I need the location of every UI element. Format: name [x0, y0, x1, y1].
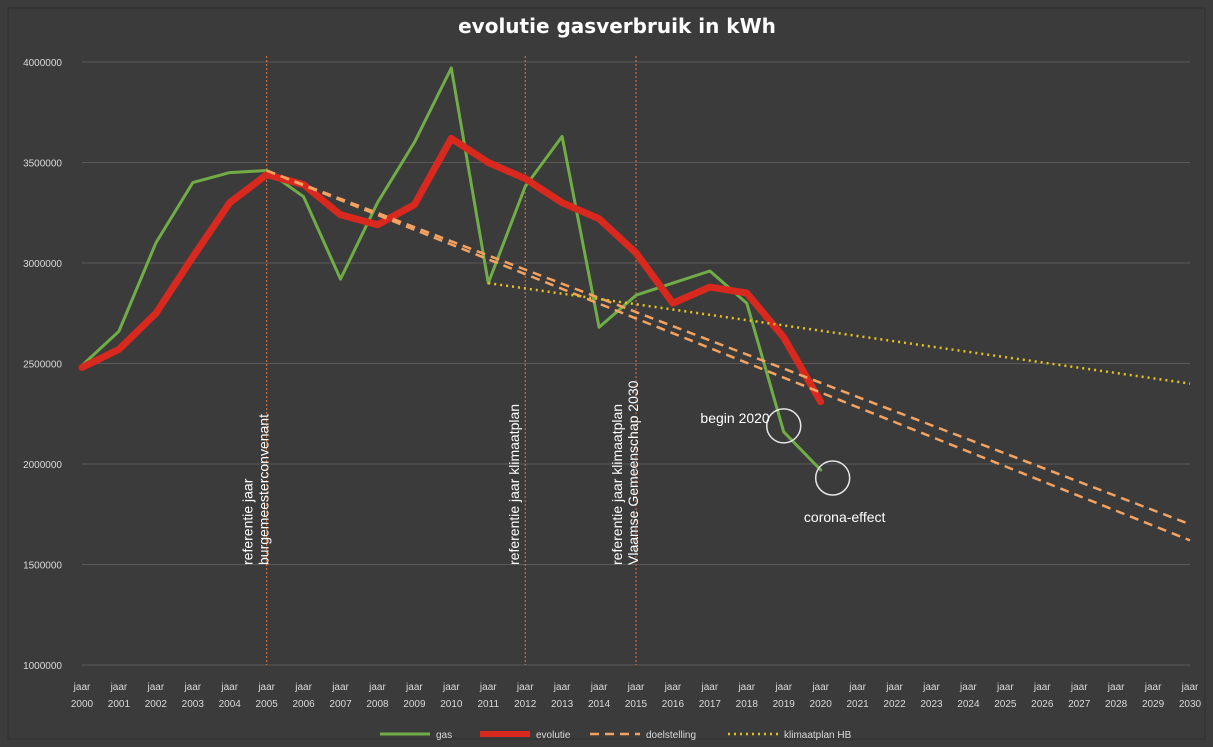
x-tick-label: jaar 2016	[662, 682, 685, 710]
reference-line-label: referentie jaarburgemeesterconvenant	[240, 414, 272, 565]
x-tick-label: jaar 2001	[108, 682, 131, 710]
x-tick-label: jaar 2027	[1068, 682, 1091, 710]
x-tick-label: jaar 2012	[514, 682, 537, 710]
chart-title: evolutie gasverbruik in kWh	[458, 14, 776, 38]
chart-frame	[7, 7, 1206, 740]
legend: gas evolutie doelstelling klimaatplan HB	[380, 730, 852, 741]
annotation-circle	[765, 408, 802, 444]
x-tick-label: jaar 2006	[292, 682, 315, 710]
annotation-circle	[814, 460, 851, 496]
y-tick-label: 3000000	[23, 259, 62, 270]
series-line-evolutie	[78, 134, 825, 406]
x-tick-label: jaar 2013	[551, 682, 574, 710]
y-tick-label: 2500000	[23, 360, 62, 371]
x-tick-label: jaar 2011	[478, 682, 500, 710]
x-tick-label: jaar 2019	[773, 682, 796, 710]
x-tick-label: jaar 2007	[329, 682, 352, 710]
x-tick-label: jaar 2015	[625, 682, 648, 710]
x-tick-label: jaar 2028	[1105, 682, 1128, 710]
x-tick-label: jaar 2000	[71, 682, 94, 710]
x-tick-label: jaar 2009	[403, 682, 426, 710]
x-tick-label: jaar 2024	[957, 682, 980, 710]
legend-label: evolutie	[536, 730, 571, 741]
series-line-klimaatplan-HB	[488, 281, 1191, 385]
x-tick-label: jaar 2004	[219, 682, 242, 710]
y-tick-label: 2000000	[23, 460, 62, 471]
x-tick-label: jaar 2022	[883, 682, 906, 710]
x-tick-label: jaar 2020	[810, 682, 833, 710]
x-tick-label: jaar 2010	[440, 682, 463, 710]
x-tick-label: jaar 2003	[182, 682, 205, 710]
x-tick-label: jaar 2017	[699, 682, 722, 710]
legend-label: gas	[436, 730, 452, 741]
x-tick-label: jaar 2014	[588, 682, 611, 710]
x-axis-ticks: jaar 2000 jaar 2001 jaar 2002 jaar 2003 jaar 2004…	[71, 682, 1202, 710]
series-group	[78, 66, 1191, 542]
x-tick-label: jaar 2030	[1179, 682, 1202, 710]
y-tick-label: 1000000	[23, 661, 62, 672]
x-tick-label: jaar 2025	[994, 682, 1017, 710]
x-tick-label: jaar 2029	[1142, 682, 1165, 710]
y-tick-label: 4000000	[23, 58, 62, 69]
x-tick-label: jaar 2008	[366, 682, 389, 710]
reference-line-label: referentie jaar klimaatplanVlaamse Gemee…	[609, 380, 641, 565]
annotation-label: begin 2020	[700, 410, 770, 426]
legend-label: doelstelling	[646, 730, 696, 741]
x-tick-label: jaar 2021	[846, 682, 869, 710]
x-tick-label: jaar 2005	[256, 682, 279, 710]
x-tick-label: jaar 2023	[920, 682, 943, 710]
series-line-gas	[80, 66, 823, 472]
x-tick-label: jaar 2018	[736, 682, 759, 710]
y-tick-label: 1500000	[23, 561, 62, 572]
x-tick-label: jaar 2002	[145, 682, 168, 710]
annotations: begin 2020 corona-effect	[700, 408, 886, 525]
reference-lines: referentie jaarburgemeesterconvenant refe…	[240, 56, 641, 665]
y-axis-ticks: 1000000 1500000 2000000 2500000 3000000 35000…	[23, 58, 62, 672]
reference-line-label: referentie jaar klimaatplan	[506, 404, 522, 565]
x-tick-label: jaar 2026	[1031, 682, 1054, 710]
series-line-doelstelling	[266, 169, 1191, 542]
legend-label: klimaatplan HB	[784, 730, 852, 741]
annotation-label: corona-effect	[804, 509, 886, 525]
y-tick-label: 3500000	[23, 159, 62, 170]
